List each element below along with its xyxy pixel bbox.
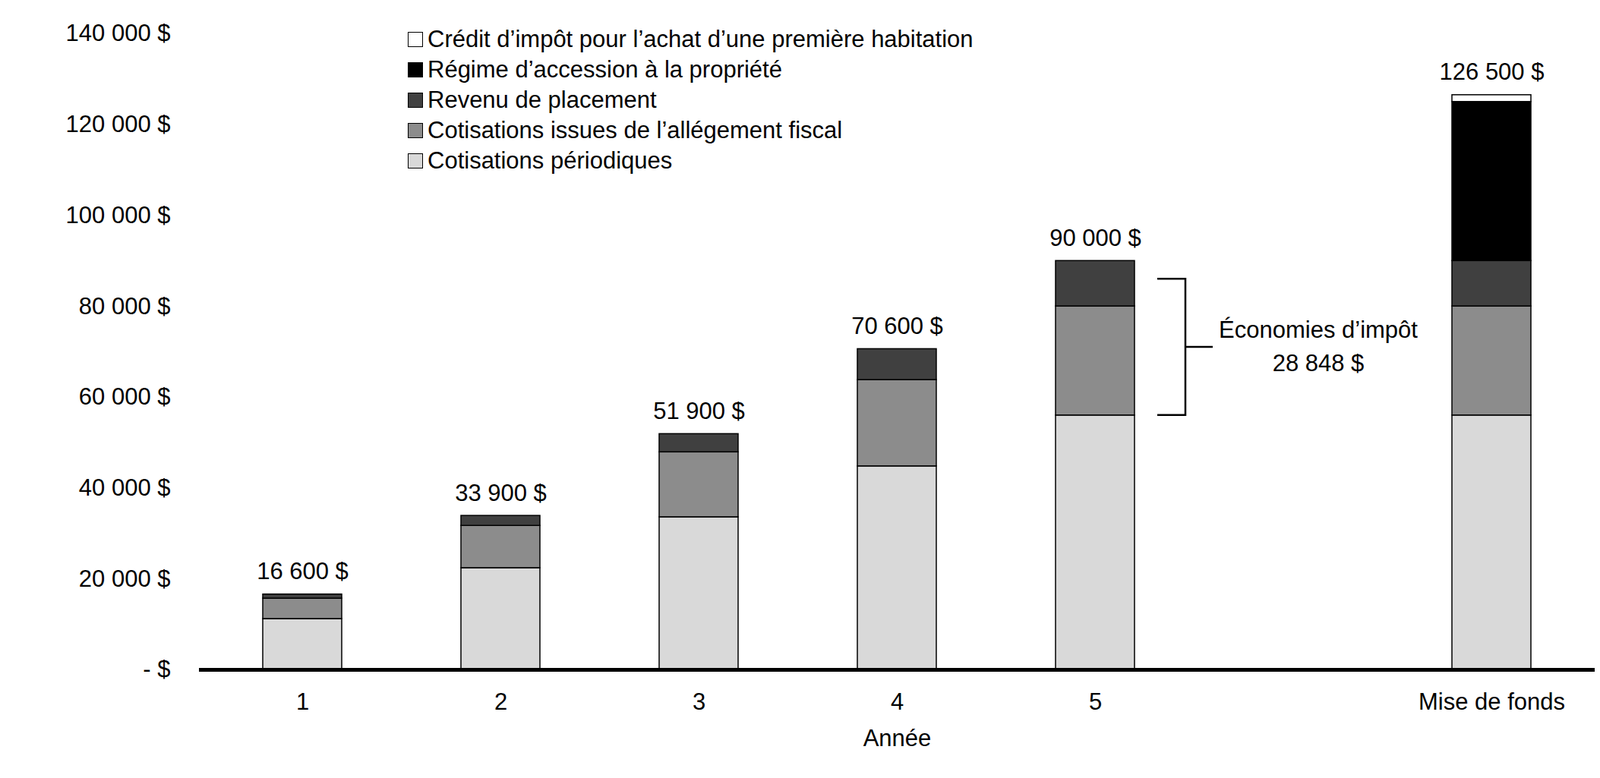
svg-text:120 000 $: 120 000 $ [66,110,171,138]
svg-text:60 000 $: 60 000 $ [78,383,171,411]
svg-text:90 000 $: 90 000 $ [1049,224,1142,252]
html-text:Crédit d’impôt pour l’achat d’: Crédit d’impôt pour l’achat d’une premiè… [427,25,974,53]
svg-text:51 900 $: 51 900 $ [653,397,745,425]
svg-text:4: 4 [890,688,904,716]
svg-text:1: 1 [296,688,310,716]
html-text:Cotisations périodiques: Cotisations périodiques [427,147,673,174]
svg-text:Mise de fonds: Mise de fonds [1418,688,1566,716]
svg-text:140 000 $: 140 000 $ [66,19,171,47]
svg-text:100 000 $: 100 000 $ [66,201,171,229]
svg-text:16 600 $: 16 600 $ [256,558,349,585]
svg-text:3: 3 [692,688,706,716]
svg-text:Année: Année [863,725,932,752]
svg-text:5: 5 [1088,688,1102,716]
svg-text:Économies d’impôt28 848 $: Économies d’impôt28 848 $ [1218,316,1418,377]
svg-text:70 600 $: 70 600 $ [851,312,944,340]
svg-text:- $: - $ [142,656,171,683]
svg-text:20 000 $: 20 000 $ [78,565,171,593]
html-text:Revenu de placement: Revenu de placement [427,86,657,114]
html-text:Cotisations issues de l’allége: Cotisations issues de l’allégement fisca… [427,116,843,144]
svg-text:33 900 $: 33 900 $ [454,479,547,507]
svg-text:126 500 $: 126 500 $ [1439,58,1545,86]
svg-text:40 000 $: 40 000 $ [78,474,171,502]
svg-text:2: 2 [494,688,508,716]
svg-text:80 000 $: 80 000 $ [78,293,171,320]
html-text:Régime d’accession à la propri: Régime d’accession à la propriété [427,56,783,83]
